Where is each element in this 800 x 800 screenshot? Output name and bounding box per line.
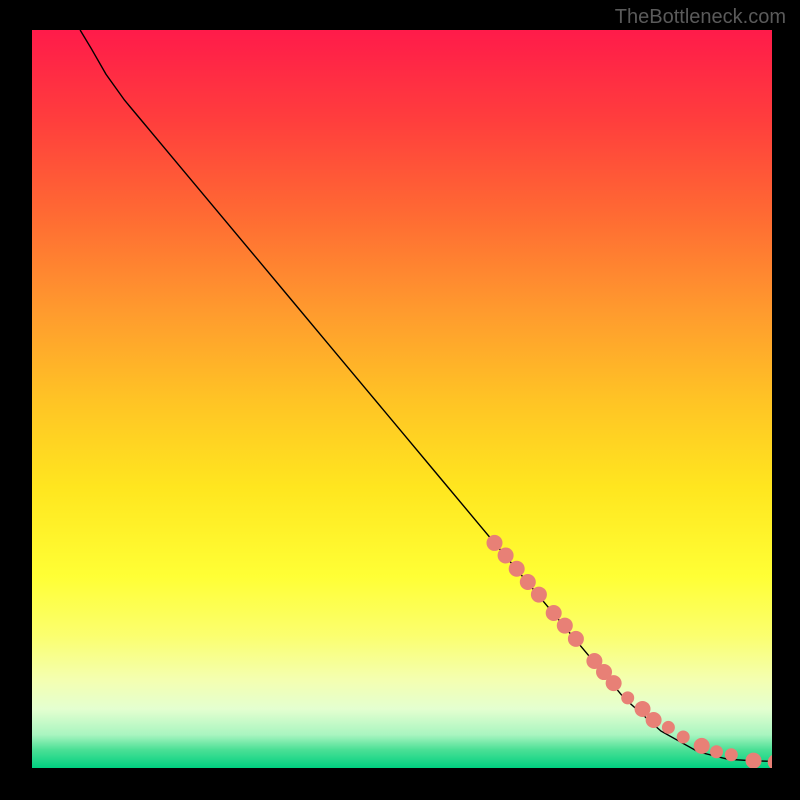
scatter-point [568,631,584,647]
scatter-point [487,535,503,551]
scatter-point [520,574,536,590]
scatter-point [546,605,562,621]
scatter-point [531,587,547,603]
scatter-point [746,753,762,768]
scatter-point [509,561,525,577]
watermark-text: TheBottleneck.com [615,6,786,29]
scatter-point [710,745,723,758]
scatter-point [498,547,514,563]
gradient-background [32,30,772,768]
scatter-point [662,721,675,734]
scatter-point [646,712,662,728]
chart-svg [32,30,772,768]
scatter-point [677,731,690,744]
scatter-point [557,618,573,634]
plot-area [32,30,772,768]
scatter-point [725,748,738,761]
scatter-point [606,675,622,691]
scatter-point [621,691,634,704]
scatter-point [694,738,710,754]
